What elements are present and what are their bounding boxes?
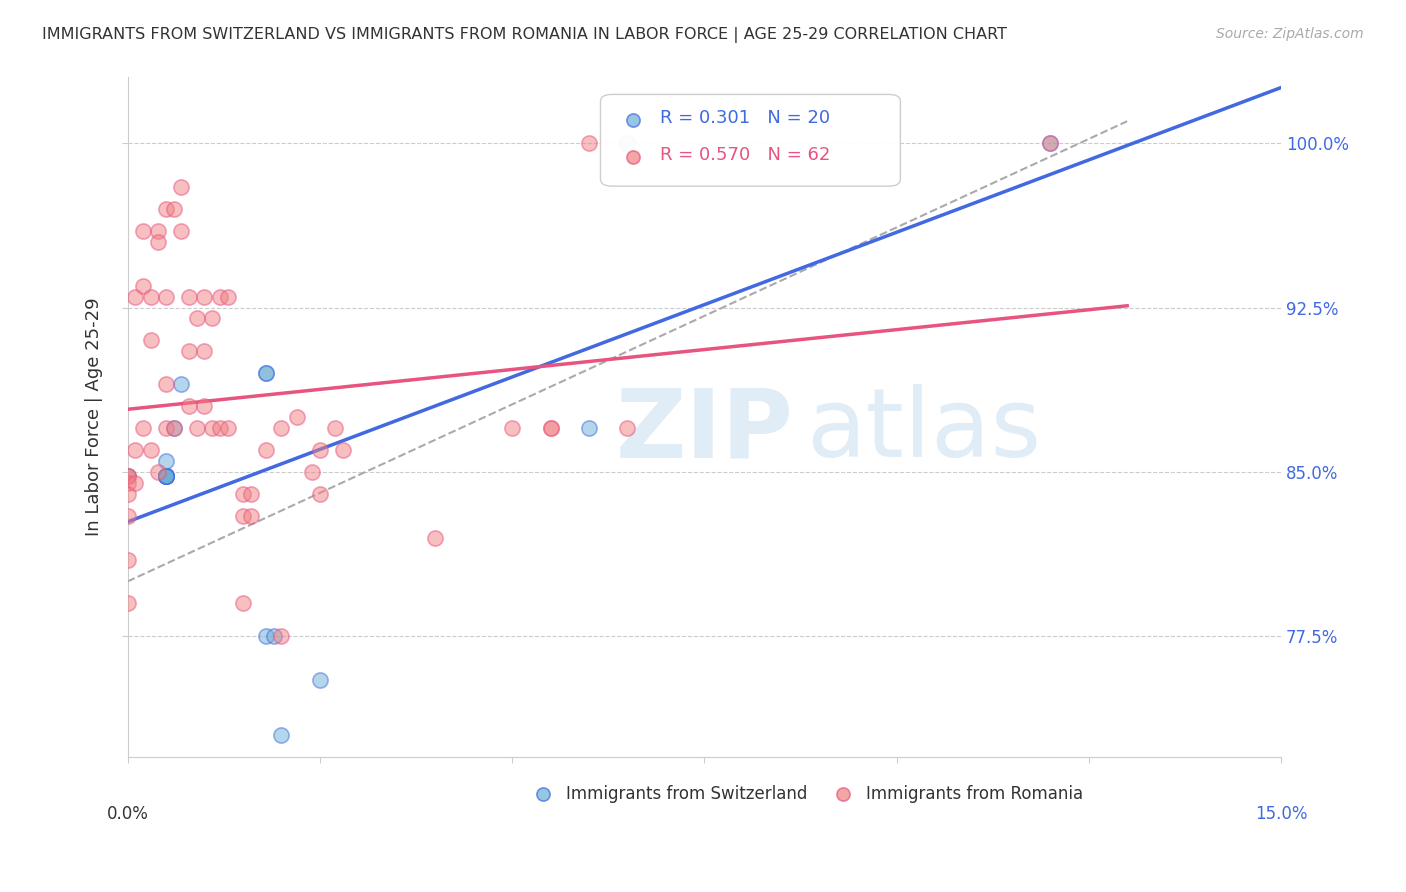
Point xyxy=(179,399,201,413)
Point xyxy=(217,421,239,435)
Y-axis label: In Labor Force | Age 25-29: In Labor Force | Age 25-29 xyxy=(86,298,103,536)
Point xyxy=(179,344,201,359)
Point xyxy=(308,487,330,501)
Text: ZIP: ZIP xyxy=(616,384,793,477)
Point xyxy=(616,421,638,435)
Point xyxy=(578,421,600,435)
Point xyxy=(270,421,292,435)
Point xyxy=(139,442,162,457)
Text: R = 0.301   N = 20: R = 0.301 N = 20 xyxy=(661,109,831,128)
Text: Source: ZipAtlas.com: Source: ZipAtlas.com xyxy=(1216,27,1364,41)
Point xyxy=(148,465,170,479)
Point xyxy=(155,469,177,483)
Text: R = 0.570   N = 62: R = 0.570 N = 62 xyxy=(661,146,831,164)
Point xyxy=(254,366,277,380)
Point xyxy=(139,334,162,348)
Point xyxy=(308,442,330,457)
Point xyxy=(263,629,285,643)
Text: 15.0%: 15.0% xyxy=(1254,805,1308,823)
Point xyxy=(117,475,139,490)
Point xyxy=(155,469,177,483)
Point xyxy=(285,410,308,425)
Point xyxy=(1039,136,1062,151)
Point xyxy=(186,421,208,435)
Point xyxy=(193,289,215,303)
Point xyxy=(155,469,177,483)
Point xyxy=(193,344,215,359)
Point xyxy=(332,442,354,457)
Point xyxy=(308,673,330,687)
Point xyxy=(201,311,224,326)
Point xyxy=(155,469,177,483)
Text: 0.0%: 0.0% xyxy=(107,805,149,823)
Text: atlas: atlas xyxy=(806,384,1040,477)
Point xyxy=(425,531,447,545)
Text: Immigrants from Romania: Immigrants from Romania xyxy=(866,785,1083,803)
Point xyxy=(232,596,254,610)
Point xyxy=(148,224,170,238)
Point xyxy=(254,442,277,457)
Point xyxy=(155,454,177,468)
Point xyxy=(201,421,224,435)
Point xyxy=(270,728,292,742)
Point xyxy=(208,421,231,435)
Point xyxy=(148,235,170,249)
Point xyxy=(501,421,523,435)
Point xyxy=(155,289,177,303)
Point xyxy=(124,289,146,303)
Point xyxy=(132,224,155,238)
Point xyxy=(139,289,162,303)
Point xyxy=(124,475,146,490)
Point xyxy=(163,202,186,216)
Point xyxy=(540,421,562,435)
Point xyxy=(155,469,177,483)
Point xyxy=(232,487,254,501)
Point xyxy=(254,629,277,643)
Point xyxy=(254,366,277,380)
Point xyxy=(124,442,146,457)
Point xyxy=(117,469,139,483)
Point xyxy=(217,289,239,303)
Point xyxy=(117,469,139,483)
Point xyxy=(232,508,254,523)
Point xyxy=(540,421,562,435)
Point xyxy=(163,421,186,435)
Point xyxy=(208,289,231,303)
Point xyxy=(117,469,139,483)
Point xyxy=(239,508,262,523)
Point xyxy=(170,180,193,194)
Point xyxy=(163,421,186,435)
Point xyxy=(155,421,177,435)
Point xyxy=(1039,136,1062,151)
Point xyxy=(132,278,155,293)
Point xyxy=(117,487,139,501)
Point xyxy=(132,421,155,435)
Point xyxy=(155,469,177,483)
Point xyxy=(117,596,139,610)
Point xyxy=(170,377,193,392)
Point xyxy=(616,136,638,151)
Point xyxy=(186,311,208,326)
Point xyxy=(117,508,139,523)
FancyBboxPatch shape xyxy=(600,95,900,186)
Point xyxy=(301,465,323,479)
Text: IMMIGRANTS FROM SWITZERLAND VS IMMIGRANTS FROM ROMANIA IN LABOR FORCE | AGE 25-2: IMMIGRANTS FROM SWITZERLAND VS IMMIGRANT… xyxy=(42,27,1007,43)
Point xyxy=(155,469,177,483)
Point xyxy=(155,377,177,392)
Point xyxy=(193,399,215,413)
Point xyxy=(578,136,600,151)
Point xyxy=(323,421,346,435)
Point xyxy=(170,224,193,238)
Text: Immigrants from Switzerland: Immigrants from Switzerland xyxy=(565,785,807,803)
Point xyxy=(155,202,177,216)
Point xyxy=(270,629,292,643)
Point xyxy=(117,552,139,566)
Point xyxy=(179,289,201,303)
Point xyxy=(239,487,262,501)
